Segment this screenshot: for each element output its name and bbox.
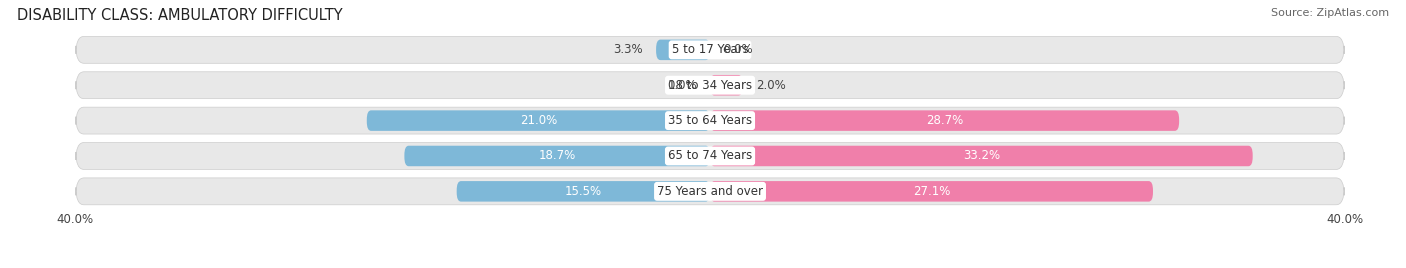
Text: 3.3%: 3.3% — [613, 43, 643, 56]
FancyBboxPatch shape — [76, 178, 1344, 205]
FancyBboxPatch shape — [76, 143, 1344, 169]
Text: 0.0%: 0.0% — [723, 43, 752, 56]
FancyBboxPatch shape — [76, 107, 1344, 134]
FancyBboxPatch shape — [76, 72, 1344, 99]
Text: 28.7%: 28.7% — [927, 114, 963, 127]
Text: 35 to 64 Years: 35 to 64 Years — [668, 114, 752, 127]
Text: 40.0%: 40.0% — [1327, 213, 1364, 226]
Text: 18.7%: 18.7% — [538, 150, 576, 162]
Text: 5 to 17 Years: 5 to 17 Years — [672, 43, 748, 56]
Text: 40.0%: 40.0% — [56, 213, 93, 226]
FancyBboxPatch shape — [657, 40, 710, 60]
Text: 75 Years and over: 75 Years and over — [657, 185, 763, 198]
FancyBboxPatch shape — [367, 110, 710, 131]
FancyBboxPatch shape — [710, 75, 742, 95]
Text: 27.1%: 27.1% — [912, 185, 950, 198]
Text: 15.5%: 15.5% — [565, 185, 602, 198]
FancyBboxPatch shape — [405, 146, 710, 166]
FancyBboxPatch shape — [710, 181, 1153, 202]
Text: DISABILITY CLASS: AMBULATORY DIFFICULTY: DISABILITY CLASS: AMBULATORY DIFFICULTY — [17, 8, 343, 23]
Text: 0.0%: 0.0% — [668, 79, 697, 92]
Text: Source: ZipAtlas.com: Source: ZipAtlas.com — [1271, 8, 1389, 18]
FancyBboxPatch shape — [710, 146, 1253, 166]
Text: 65 to 74 Years: 65 to 74 Years — [668, 150, 752, 162]
Text: 21.0%: 21.0% — [520, 114, 557, 127]
Text: 33.2%: 33.2% — [963, 150, 1000, 162]
FancyBboxPatch shape — [76, 36, 1344, 63]
FancyBboxPatch shape — [457, 181, 710, 202]
FancyBboxPatch shape — [710, 110, 1180, 131]
Text: 2.0%: 2.0% — [756, 79, 786, 92]
Text: 18 to 34 Years: 18 to 34 Years — [668, 79, 752, 92]
